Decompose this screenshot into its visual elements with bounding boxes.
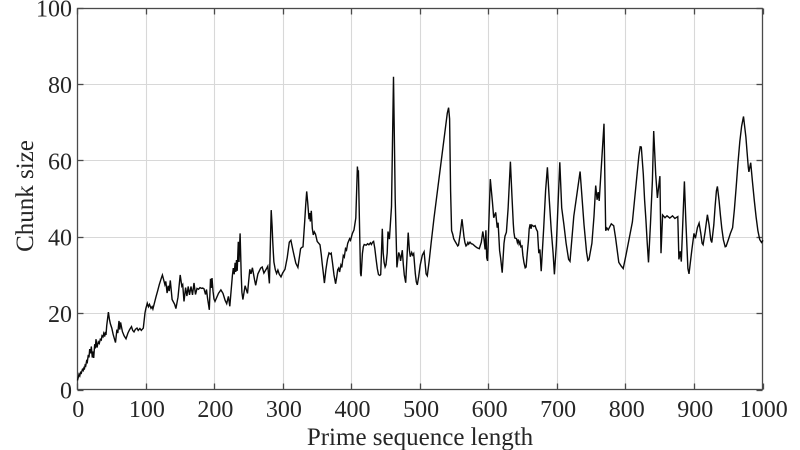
svg-text:1000: 1000: [740, 397, 788, 423]
svg-text:900: 900: [677, 397, 713, 423]
svg-text:Chunk size: Chunk size: [12, 140, 39, 252]
svg-text:20: 20: [48, 302, 72, 328]
svg-text:300: 300: [266, 397, 302, 423]
svg-text:60: 60: [48, 149, 72, 175]
svg-text:700: 700: [540, 397, 576, 423]
svg-text:0: 0: [60, 379, 72, 405]
svg-text:80: 80: [48, 73, 72, 99]
svg-text:500: 500: [403, 397, 439, 423]
svg-text:Prime sequence length: Prime sequence length: [307, 424, 534, 450]
svg-text:100: 100: [36, 0, 72, 23]
svg-text:100: 100: [129, 397, 165, 423]
svg-text:0: 0: [72, 397, 84, 423]
svg-text:200: 200: [197, 397, 233, 423]
svg-text:600: 600: [472, 397, 508, 423]
svg-text:400: 400: [335, 397, 371, 423]
svg-text:40: 40: [48, 226, 72, 252]
svg-text:800: 800: [609, 397, 645, 423]
